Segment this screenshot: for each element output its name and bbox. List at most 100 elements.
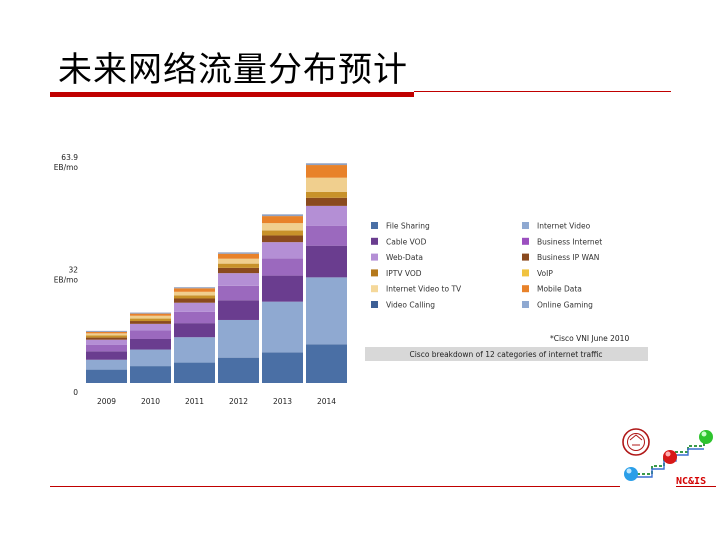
bar-segment-2009-6 bbox=[86, 335, 127, 338]
bar-segment-2011-1 bbox=[174, 337, 215, 363]
legend-swatch bbox=[522, 222, 529, 229]
bar-segment-2012-8 bbox=[218, 253, 259, 259]
y-tick-value: 0 bbox=[73, 388, 78, 397]
bar-segment-2011-7 bbox=[174, 291, 215, 296]
bar-segment-2013-5 bbox=[262, 235, 303, 243]
bar-segment-2011-5 bbox=[174, 298, 215, 303]
bar-segment-2011-0 bbox=[174, 362, 215, 383]
bar-segment-2013-1 bbox=[262, 301, 303, 353]
x-axis-labels: 2009 2010 2011 2012 2013 2014 bbox=[97, 397, 336, 406]
bar-segment-2010-3 bbox=[130, 330, 171, 339]
bar-segment-2012-4 bbox=[218, 273, 259, 286]
legend-label: Online Gaming bbox=[537, 301, 593, 310]
legend-swatch bbox=[371, 237, 378, 245]
legend-swatch bbox=[371, 285, 378, 293]
legend-label: IPTV VOD bbox=[386, 269, 422, 278]
x-tick-label: 2013 bbox=[273, 397, 292, 406]
bar-segment-2014-1 bbox=[306, 277, 347, 345]
bar-segment-2010-8 bbox=[130, 313, 171, 316]
y-tick-value: 63.9 bbox=[61, 153, 78, 162]
bar-segment-2014-8 bbox=[306, 165, 347, 178]
bar-segment-2011-4 bbox=[174, 302, 215, 312]
bar-segment-2014-5 bbox=[306, 197, 347, 206]
bar-segment-2013-3 bbox=[262, 258, 303, 276]
bar-segment-2010-7 bbox=[130, 315, 171, 319]
bar-segment-2011-2 bbox=[174, 323, 215, 338]
bar-segment-2012-6 bbox=[218, 263, 259, 268]
legend-label: Business Internet bbox=[537, 237, 602, 246]
bar-segment-2014-6 bbox=[306, 191, 347, 198]
bar-segment-2011-6 bbox=[174, 295, 215, 299]
legend-swatch bbox=[522, 237, 529, 245]
legend-label: VoIP bbox=[537, 269, 553, 278]
bar-segment-2013-4 bbox=[262, 242, 303, 259]
legend-swatch bbox=[522, 253, 529, 261]
legend-label: Internet Video bbox=[537, 222, 591, 231]
y-tick-value: 32 bbox=[68, 265, 78, 274]
bar-segment-2012-7 bbox=[218, 258, 259, 264]
bar-group bbox=[86, 163, 347, 383]
x-tick-label: 2010 bbox=[141, 397, 160, 406]
bar-segment-2011-8 bbox=[174, 288, 215, 292]
x-tick-label: 2011 bbox=[185, 397, 204, 406]
bar-segment-2014-0 bbox=[306, 344, 347, 383]
bar-segment-2014-7 bbox=[306, 177, 347, 192]
caption-box bbox=[365, 347, 648, 361]
source-note: *Cisco VNI June 2010 bbox=[550, 334, 629, 343]
legend-swatch bbox=[371, 269, 378, 277]
bar-segment-2010-2 bbox=[130, 338, 171, 350]
bar-segment-2012-9 bbox=[218, 252, 259, 254]
bar-segment-2013-8 bbox=[262, 216, 303, 224]
legend-swatch bbox=[371, 253, 378, 261]
bar-segment-2012-3 bbox=[218, 285, 259, 301]
legend-swatch bbox=[522, 285, 529, 293]
bar-segment-2010-6 bbox=[130, 318, 171, 322]
bar-segment-2014-2 bbox=[306, 245, 347, 278]
bar-segment-2010-0 bbox=[130, 366, 171, 383]
legend-label: Internet Video to TV bbox=[386, 285, 462, 294]
bar-segment-2014-4 bbox=[306, 205, 347, 226]
bar-segment-2012-1 bbox=[218, 319, 259, 358]
bar-segment-2013-2 bbox=[262, 275, 303, 302]
x-tick-label: 2009 bbox=[97, 397, 116, 406]
footer-rule bbox=[50, 486, 620, 487]
title-underline-line bbox=[414, 91, 671, 92]
legend-label: Mobile Data bbox=[537, 285, 582, 294]
legend-label: File Sharing bbox=[386, 222, 430, 231]
bar-segment-2010-4 bbox=[130, 323, 171, 331]
legend-label: Video Calling bbox=[386, 301, 435, 310]
bar-segment-2014-3 bbox=[306, 225, 347, 246]
bar-segment-2009-2 bbox=[86, 351, 127, 360]
legend: File Sharing Internet Video Cable VOD Busin… bbox=[371, 222, 602, 310]
legend-swatch bbox=[371, 301, 378, 308]
legend-swatch bbox=[522, 269, 529, 277]
bar-segment-2013-7 bbox=[262, 223, 303, 231]
bar-segment-2013-0 bbox=[262, 352, 303, 383]
bar-segment-2009-9 bbox=[86, 330, 127, 332]
y-tick-unit: EB/mo bbox=[54, 163, 79, 172]
legend-swatch bbox=[371, 222, 378, 229]
legend-label: Cable VOD bbox=[386, 237, 427, 246]
legend-label: Business IP WAN bbox=[537, 253, 599, 262]
bar-segment-2009-0 bbox=[86, 369, 127, 383]
x-tick-label: 2014 bbox=[317, 397, 336, 406]
title-underline-bar bbox=[50, 92, 414, 97]
bar-segment-2013-6 bbox=[262, 230, 303, 236]
caption-text: Cisco breakdown of 12 categories of inte… bbox=[409, 350, 602, 359]
bar-segment-2009-8 bbox=[86, 331, 127, 334]
staircase-logo-icon bbox=[624, 430, 713, 481]
bar-segment-2012-2 bbox=[218, 300, 259, 320]
brand-text: NC&IS bbox=[676, 476, 706, 487]
bar-segment-2009-7 bbox=[86, 333, 127, 336]
bar-segment-2012-5 bbox=[218, 267, 259, 274]
bar-segment-2009-5 bbox=[86, 337, 127, 340]
bar-segment-2014-9 bbox=[306, 163, 347, 166]
bar-segment-2011-9 bbox=[174, 287, 215, 289]
bar-segment-2010-9 bbox=[130, 312, 171, 314]
bar-segment-2009-3 bbox=[86, 344, 127, 352]
x-tick-label: 2012 bbox=[229, 397, 248, 406]
y-tick-unit: EB/mo bbox=[54, 275, 79, 284]
footer-rule-right bbox=[676, 486, 716, 487]
